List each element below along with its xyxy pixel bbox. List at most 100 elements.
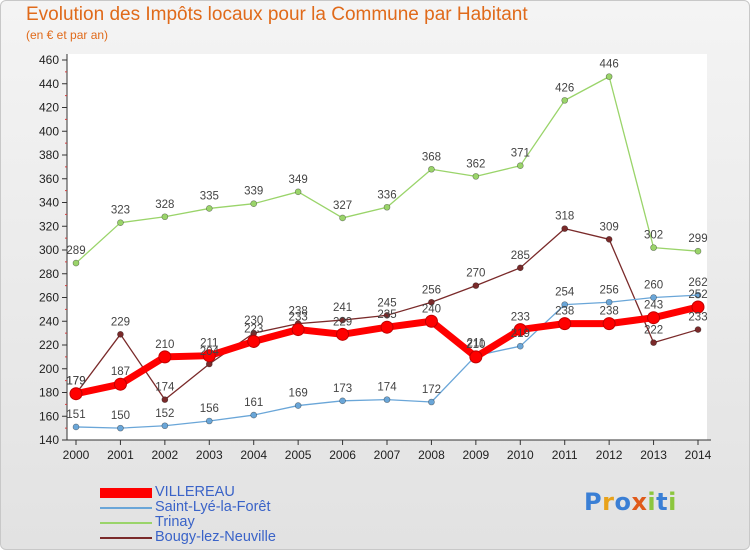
data-point <box>516 264 524 272</box>
data-point <box>294 188 302 196</box>
data-label: 235 <box>377 309 396 321</box>
logo-letter: r <box>602 488 615 516</box>
x-tick-label: 2002 <box>152 448 179 462</box>
data-label: 285 <box>511 250 530 262</box>
legend-item: VILLEREAU <box>100 484 360 501</box>
data-label: 187 <box>111 366 130 378</box>
data-label: 233 <box>289 312 308 324</box>
data-point <box>117 424 124 432</box>
data-label: 260 <box>644 280 663 292</box>
y-tick-label: 140 <box>39 433 59 447</box>
data-label: 204 <box>200 346 220 358</box>
data-point <box>205 205 213 212</box>
data-point <box>380 320 394 334</box>
y-tick-label: 400 <box>39 124 59 138</box>
data-point <box>516 162 524 169</box>
legend-item: Bougy-lez-Neuville <box>100 529 360 546</box>
y-tick-label: 460 <box>39 53 59 67</box>
data-label: 241 <box>333 302 352 314</box>
data-label: 150 <box>111 410 130 422</box>
data-point <box>513 323 527 337</box>
chart-subtitle: (en € et par an) <box>26 28 109 42</box>
data-point <box>247 334 261 348</box>
proxiti-logo: Proxiti <box>584 488 677 516</box>
y-tick-label: 320 <box>39 219 59 233</box>
y-tick-label: 200 <box>39 362 59 376</box>
data-point <box>605 298 613 306</box>
data-label: 328 <box>155 199 174 211</box>
data-label: 252 <box>688 289 707 301</box>
data-label: 211 <box>200 338 218 350</box>
legend-swatch <box>100 488 152 498</box>
data-point <box>158 350 172 364</box>
data-point <box>691 300 705 314</box>
logo-letter: t <box>656 488 669 516</box>
data-label: 299 <box>688 233 707 245</box>
data-label: 336 <box>377 189 396 201</box>
data-label: 223 <box>244 323 263 335</box>
data-point <box>339 316 346 324</box>
data-label: 161 <box>244 397 263 409</box>
data-label: 233 <box>511 312 530 324</box>
x-tick-label: 2012 <box>596 448 623 462</box>
y-tick-label: 240 <box>39 314 59 328</box>
data-label: 238 <box>555 306 574 318</box>
data-label: 289 <box>66 245 85 257</box>
data-point <box>650 339 657 346</box>
x-tick-label: 2004 <box>240 448 267 462</box>
data-point <box>428 298 435 306</box>
y-tick-label: 380 <box>39 148 59 162</box>
data-label: 211 <box>467 338 485 350</box>
y-tick-label: 220 <box>39 338 59 352</box>
x-tick-label: 2001 <box>107 448 134 462</box>
data-label: 339 <box>244 186 263 198</box>
data-point <box>558 317 572 331</box>
plot-area <box>67 54 707 440</box>
data-point <box>472 282 480 289</box>
data-point <box>383 203 391 211</box>
y-tick-label: 340 <box>39 196 59 210</box>
data-label: 238 <box>600 306 619 318</box>
legend-swatch <box>100 507 152 509</box>
data-point <box>424 314 438 328</box>
legend-item: Trinay <box>100 514 360 531</box>
x-tick-label: 2009 <box>463 448 490 462</box>
data-point <box>117 331 124 338</box>
legend-label: VILLEREAU <box>155 484 235 500</box>
data-label: 152 <box>155 408 174 420</box>
data-point <box>428 398 435 406</box>
data-point <box>336 327 350 341</box>
data-point <box>650 294 657 301</box>
data-label: 172 <box>422 384 441 396</box>
y-tick-label: 420 <box>39 101 59 115</box>
data-label: 174 <box>155 382 175 394</box>
logo-letter: P <box>584 488 603 516</box>
legend-swatch <box>100 537 152 539</box>
data-point <box>650 244 657 251</box>
x-tick-label: 2008 <box>418 448 445 462</box>
data-point <box>469 350 483 364</box>
x-tick-label: 2007 <box>374 448 401 462</box>
data-point <box>339 397 346 405</box>
logo-letter: i <box>647 488 657 516</box>
data-label: 173 <box>333 383 352 395</box>
x-tick-label: 2010 <box>507 448 534 462</box>
data-point <box>647 311 661 325</box>
data-label: 230 <box>244 315 263 327</box>
data-label: 262 <box>688 277 707 289</box>
y-tick-label: 360 <box>39 172 59 186</box>
y-tick-label: 280 <box>39 267 59 281</box>
data-label: 335 <box>200 190 219 202</box>
data-point <box>250 200 258 207</box>
data-label: 323 <box>111 205 130 217</box>
data-point <box>561 225 569 232</box>
x-tick-label: 2014 <box>685 448 712 462</box>
data-label: 371 <box>511 148 530 160</box>
x-tick-label: 2005 <box>285 448 312 462</box>
y-tick-label: 260 <box>39 291 59 305</box>
data-label: 245 <box>377 297 396 309</box>
data-label: 169 <box>289 388 308 400</box>
data-label: 219 <box>511 328 530 340</box>
data-point <box>694 291 702 299</box>
